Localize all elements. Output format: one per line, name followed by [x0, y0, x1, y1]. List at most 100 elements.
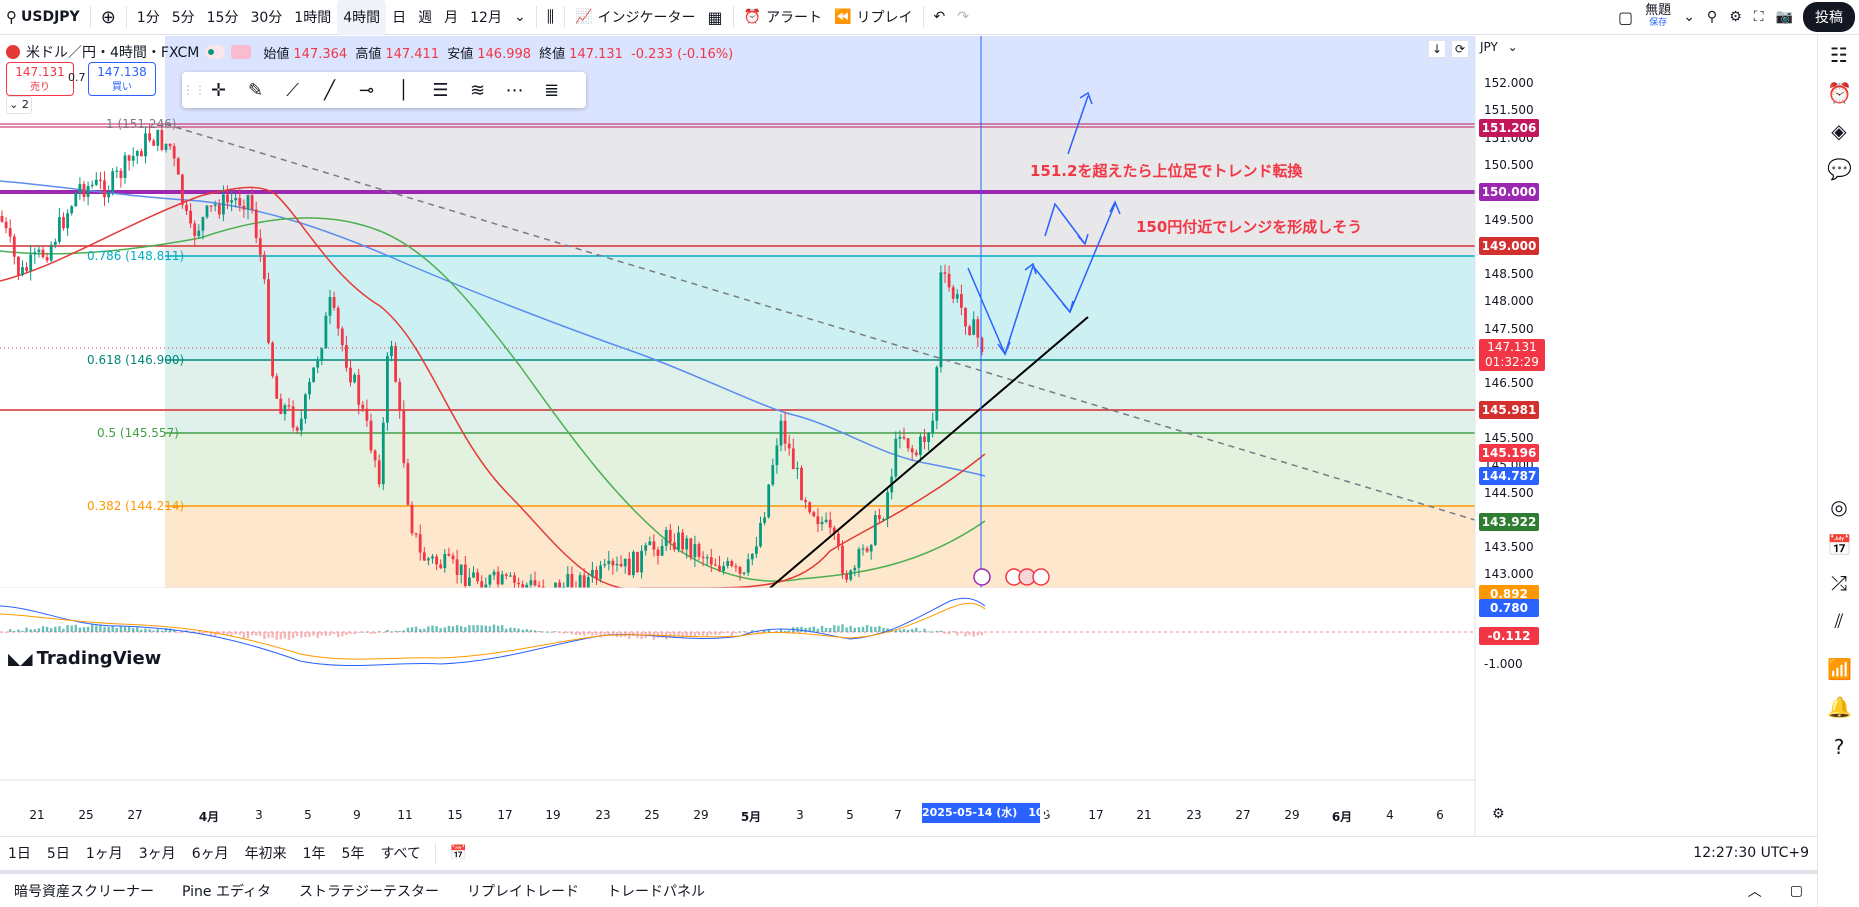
histogram-bar	[41, 626, 45, 632]
chart-area[interactable]: 米ドル／円・4時間・FXCM 始値 147.364 高値 147.411 安値 146…	[0, 36, 1817, 836]
tf-4h[interactable]: 4時間	[337, 0, 387, 35]
vertical-line-tool[interactable]: │	[385, 75, 422, 105]
dashed-trendline[interactable]	[164, 123, 1476, 521]
currency-selector[interactable]: JPY ⌄	[1480, 40, 1526, 54]
alert-button[interactable]: ⏰ アラート	[738, 0, 828, 35]
maximize-panel-button[interactable]: ▢	[1776, 883, 1817, 899]
symbol-search[interactable]: ⚲ USDJPY	[0, 0, 86, 35]
candle-body	[521, 584, 525, 588]
candle-body	[53, 241, 57, 245]
tab-strategy-tester[interactable]: ストラテジーテスター	[298, 883, 439, 900]
snapshot-button[interactable]: 📷	[1770, 0, 1799, 35]
templates-button[interactable]: ▦	[702, 0, 729, 35]
clock[interactable]: 12:27:30 UTC+9	[1693, 844, 1809, 861]
parallel-channel-tool[interactable]: ☰	[422, 75, 459, 105]
tf-1h[interactable]: 1時間	[294, 10, 332, 26]
disjoint-channel-tool[interactable]: ≣	[533, 75, 570, 105]
time-tick: 15	[447, 808, 463, 822]
regression-tool[interactable]: ≋	[459, 75, 496, 105]
candle-body	[832, 527, 836, 534]
news-flow-button[interactable]: ⤮	[1827, 571, 1851, 595]
streams-button[interactable]: 📶	[1827, 657, 1852, 681]
range-3m[interactable]: 3ヶ月	[138, 845, 176, 862]
tf-1m[interactable]: 1分	[136, 10, 160, 26]
undo-button[interactable]: ↶	[928, 0, 952, 35]
range-all[interactable]: すべて	[380, 845, 421, 862]
chats-button[interactable]: 💬	[1827, 157, 1852, 181]
layout-name-button[interactable]: 無題 保存	[1639, 0, 1677, 35]
layout-dropdown[interactable]: ⌄	[1677, 0, 1701, 35]
ideas-button[interactable]: ◎	[1827, 495, 1851, 519]
tf-15m[interactable]: 15分	[206, 10, 239, 26]
settings-button[interactable]: ⚙	[1723, 0, 1748, 35]
open-value: 147.364	[293, 46, 348, 62]
annotation-range[interactable]: 150円付近でレンジを形成しそう	[1136, 218, 1363, 236]
trendline-tool[interactable]: ╱	[311, 75, 348, 105]
drag-handle[interactable]: ⋮⋮	[182, 83, 206, 97]
object-tree-button[interactable]: ◈	[1827, 119, 1851, 143]
horizontal-ray-tool[interactable]: ⊸	[348, 75, 385, 105]
tf-12mo[interactable]: 12月	[470, 10, 502, 26]
candle-body	[980, 337, 984, 352]
tf-30m[interactable]: 30分	[250, 10, 283, 26]
range-5d[interactable]: 5日	[46, 845, 70, 862]
legend-title[interactable]: 米ドル／円・4時間・FXCM	[26, 45, 200, 61]
flat-top-tool[interactable]: ⋯	[496, 75, 533, 105]
goto-date-button[interactable]: 📅	[442, 845, 475, 861]
axis-settings-button[interactable]: ⚙	[1492, 806, 1505, 822]
redo-button[interactable]: ↷	[951, 0, 975, 35]
tab-replay-trade[interactable]: リプレイトレード	[466, 883, 579, 900]
projection-arrow-up[interactable]	[1067, 95, 1089, 155]
tab-crypto-screener[interactable]: 暗号資産スクリーナー	[14, 883, 154, 900]
crosshair-tool[interactable]: ✛	[200, 75, 237, 105]
tradingview-logo[interactable]: ◣◢ TradingView	[8, 648, 161, 669]
ray-tool[interactable]: ⟋	[274, 75, 311, 105]
projection-path-3[interactable]	[1044, 202, 1086, 245]
calendar-button[interactable]: 📅	[1827, 533, 1852, 557]
event-flash-icon[interactable]	[973, 568, 991, 586]
event-us-flag-3[interactable]	[1032, 568, 1050, 586]
collapse-panel-button[interactable]: ︿	[1734, 881, 1776, 901]
range-ytd[interactable]: 年初来	[244, 845, 287, 862]
add-symbol-button[interactable]: ⊕	[95, 0, 122, 35]
range-1d[interactable]: 1日	[8, 845, 31, 862]
histogram-bar	[9, 629, 12, 632]
time-axis[interactable]: 21 25 27 4月 3 5 9 11 15 17 19 23 25 29 5月 3 5 7 9 17 21 23 27 2…	[0, 780, 1475, 836]
strategy-button[interactable]: ⫽	[1827, 609, 1851, 633]
scroll-down-button[interactable]: ↓	[1428, 40, 1446, 58]
indicators-collapse[interactable]: ⌄ 2	[6, 96, 32, 114]
fullscreen-button[interactable]: ⛶	[1748, 0, 1770, 35]
tf-1mo[interactable]: 月	[444, 10, 459, 26]
replay-button[interactable]: ⏪ リプレイ	[828, 0, 918, 35]
tf-5m[interactable]: 5分	[171, 10, 195, 26]
candle-body	[615, 563, 619, 566]
timeframe-dropdown[interactable]: ⌄	[508, 0, 532, 35]
annotation-trend-reversal[interactable]: 151.2を超えたら上位足でトレンド転換	[1030, 162, 1303, 180]
layout-toggle-button[interactable]: ▢	[1612, 0, 1639, 35]
tab-pine-editor[interactable]: Pine エディタ	[182, 883, 271, 900]
tf-1w[interactable]: 週	[418, 10, 433, 26]
histogram-bar	[66, 624, 69, 632]
range-5y[interactable]: 5年	[341, 845, 365, 862]
watchlist-button[interactable]: ☷	[1827, 43, 1851, 67]
buy-button[interactable]: 147.138 買い	[88, 62, 156, 96]
alerts-button[interactable]: ⏰	[1827, 81, 1852, 105]
chart-type-button[interactable]: ⫼	[541, 0, 560, 35]
help-button[interactable]: ?	[1827, 735, 1851, 759]
reset-scale-button[interactable]: ⟳	[1451, 40, 1469, 58]
sell-button[interactable]: 147.131 売り	[6, 62, 74, 96]
support-trendline[interactable]	[769, 316, 1089, 589]
histogram-bar	[874, 626, 877, 632]
chart-canvas[interactable]	[0, 36, 1817, 836]
quick-search-button[interactable]: ⚲	[1701, 0, 1723, 35]
range-6m[interactable]: 6ヶ月	[191, 845, 229, 862]
tab-trade-panel[interactable]: トレードパネル	[606, 883, 705, 900]
range-1m[interactable]: 1ヶ月	[85, 845, 123, 862]
tf-1d[interactable]: 日	[392, 10, 407, 26]
range-1y[interactable]: 1年	[302, 845, 326, 862]
publish-button[interactable]: 投稿	[1799, 0, 1859, 35]
candle-body	[562, 586, 566, 588]
notifications-button[interactable]: 🔔	[1827, 695, 1852, 719]
pen-tool[interactable]: ✎	[237, 75, 274, 105]
indicators-button[interactable]: 📈 インジケーター	[569, 0, 701, 35]
